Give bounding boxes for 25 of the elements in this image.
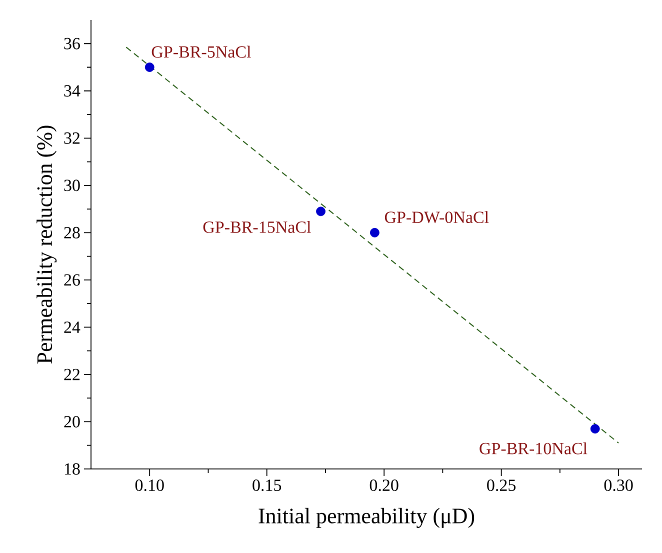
y-tick-label: 24 — [64, 322, 80, 333]
y-tick-label: 18 — [64, 463, 80, 475]
annotation: GP-BR-15NaCl — [203, 220, 311, 233]
x-tick-label: 0.15 — [252, 480, 282, 492]
y-tick-label: 34 — [64, 85, 80, 97]
point — [144, 62, 154, 72]
annotation: GP-BR-10NaCl — [480, 442, 588, 454]
y-tick-label: 22 — [64, 368, 80, 380]
y-tick-label: 28 — [64, 226, 80, 238]
y-tick-label: 32 — [64, 132, 80, 144]
x-tick-label: 0.20 — [370, 480, 398, 492]
x-tick-label: 0.30 — [604, 480, 633, 492]
annotation: GP-DW-0NaCl — [384, 211, 489, 224]
y-tick-label: 20 — [64, 416, 80, 428]
point — [590, 424, 600, 434]
annotation: GP-BR-5NaCl — [152, 46, 251, 58]
x-tick-label: 0.25 — [487, 480, 516, 492]
point — [316, 206, 326, 216]
y-axis-title: Permeability reduction (%) — [36, 126, 57, 364]
x-tick-label: 0.10 — [135, 480, 164, 492]
x-axis-title: Initial permeability (μD) — [258, 508, 474, 528]
y-tick-label: 36 — [64, 38, 80, 50]
point — [370, 228, 380, 238]
y-tick-label: 26 — [64, 274, 80, 286]
y-tick-label: 30 — [64, 180, 80, 192]
